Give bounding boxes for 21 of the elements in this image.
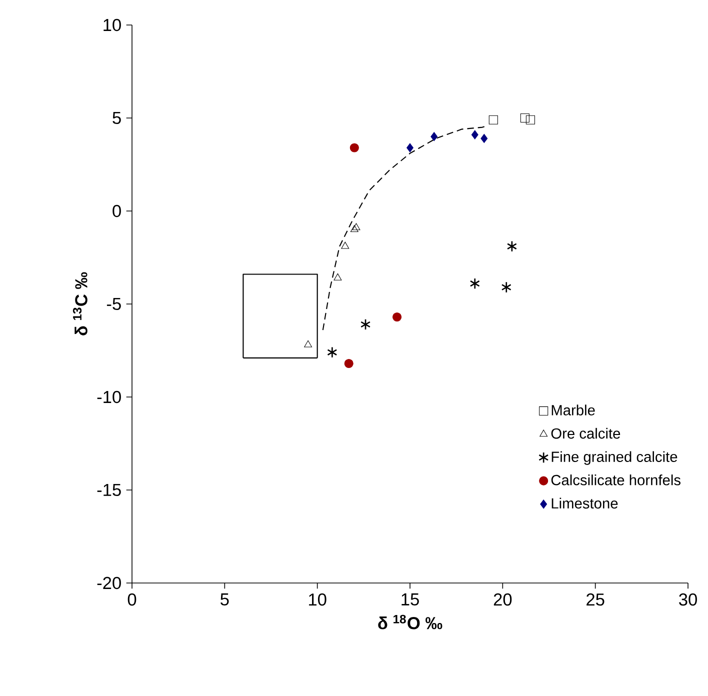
legend-label: Ore calcite [551, 428, 620, 439]
y-tick-label: 10 [104, 18, 121, 32]
x-tick-label: 25 [586, 593, 604, 606]
legend-label: Fine grained calcite [552, 451, 678, 465]
x-tick-label: 0 [128, 593, 136, 606]
x-tick-label: 15 [402, 593, 419, 606]
legend-label: Marble [552, 404, 595, 416]
y-tick-label: -15 [97, 484, 121, 496]
y-tick-label: -20 [97, 576, 121, 590]
x-tick-label: 20 [494, 593, 512, 606]
legend-label: Limestone [552, 498, 618, 509]
x-tick-label: 5 [220, 593, 229, 606]
y-tick-label: 5 [112, 112, 121, 124]
y-tick-label: -5 [106, 298, 121, 310]
y-tick-label: -10 [97, 390, 121, 404]
y-axis-title: δ $^{13}$C ‰ [72, 272, 88, 336]
x-tick-label: 30 [679, 593, 697, 606]
x-tick-label: 10 [309, 593, 326, 606]
y-tick-label: 0 [112, 204, 121, 218]
legend-label: Calcsilicate hornfels [551, 474, 680, 486]
x-axis-title: δ $^{18}$O ‰ [378, 614, 442, 630]
